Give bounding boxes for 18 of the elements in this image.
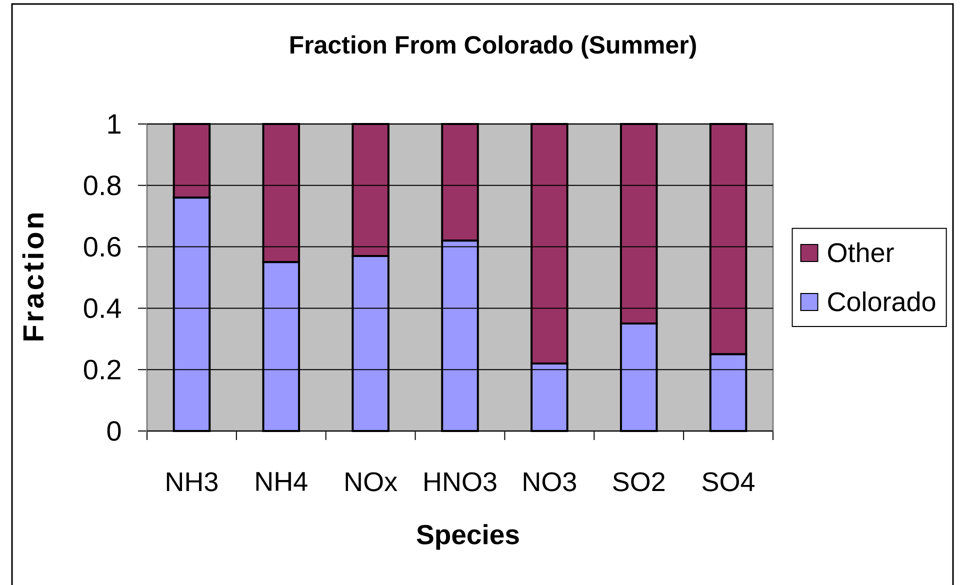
legend-label: Colorado <box>828 291 936 312</box>
y-tick-label: 0.2 <box>84 360 120 380</box>
x-tick-label: SO4 <box>702 472 755 492</box>
chart-title: Fraction From Colorado (Summer) <box>290 35 696 59</box>
x-axis-title: Species <box>416 524 519 550</box>
y-axis-title: Fraction <box>22 214 44 340</box>
x-tick-label: NH4 <box>256 472 308 491</box>
x-tick-label: NH3 <box>166 472 218 492</box>
y-tick-label: 0 <box>107 421 121 441</box>
x-tick-label: HNO3 <box>424 472 496 492</box>
y-tick-label: 1 <box>108 114 120 134</box>
y-tick-label: 0.6 <box>84 236 121 257</box>
x-tick-label: NOx <box>346 472 398 492</box>
x-tick-label: NO3 <box>524 472 576 492</box>
y-tick-label: 0.8 <box>84 175 121 196</box>
legend-label: Other <box>828 242 894 262</box>
x-tick-label: SO2 <box>613 472 665 492</box>
y-tick-label: 0.4 <box>84 298 121 318</box>
